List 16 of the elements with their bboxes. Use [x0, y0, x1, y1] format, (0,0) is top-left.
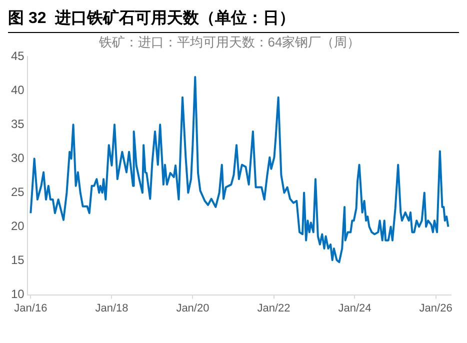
- y-tick-label: 20: [10, 219, 25, 234]
- x-tick-label: Jan/18: [95, 302, 128, 314]
- y-tick-label: 25: [10, 185, 25, 200]
- chart-title: 图 32 进口铁矿石可用天数（单位：日）: [8, 8, 459, 33]
- y-tick-label: 15: [10, 253, 25, 268]
- x-tick-label: Jan/26: [419, 302, 452, 314]
- y-tick-label: 35: [10, 116, 25, 131]
- x-tick-label: Jan/20: [176, 302, 210, 314]
- y-tick-label: 10: [10, 287, 25, 302]
- chart-subtitle: 铁矿：进口：平均可用天数：64家钢厂（周）: [98, 34, 360, 50]
- x-tick-label: Jan/16: [14, 302, 48, 314]
- y-tick-label: 30: [10, 151, 25, 165]
- x-tick-label: Jan/22: [257, 302, 290, 314]
- y-tick-label: 40: [10, 82, 25, 97]
- y-tick-label: 45: [10, 48, 25, 63]
- x-tick-label: Jan/24: [338, 302, 372, 314]
